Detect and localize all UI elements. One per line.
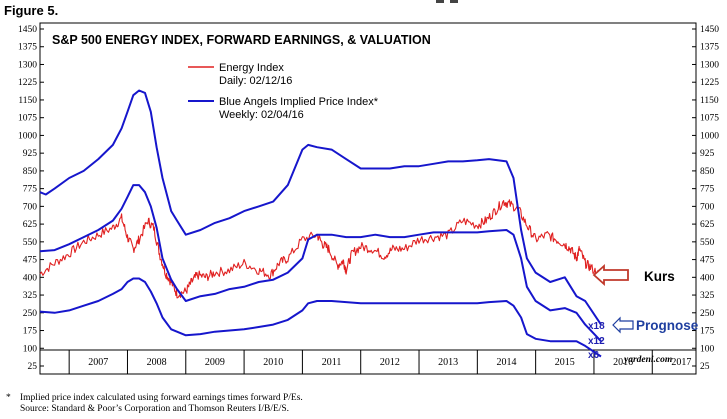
y-tick-label-right: 925	[700, 149, 715, 159]
y-tick-label-left: 1225	[18, 78, 37, 88]
y-tick-label-left: 1150	[18, 96, 37, 106]
y-tick-label-left: 925	[23, 149, 38, 159]
y-tick-label-left: 775	[23, 185, 38, 195]
y-tick-label-left: 250	[23, 309, 38, 319]
y-tick-label-left: 400	[23, 273, 38, 283]
y-tick-label-left: 1300	[18, 60, 37, 70]
figure-label: Figure 5.	[4, 3, 58, 18]
x-tick-label: 2011	[322, 357, 342, 368]
y-tick-label-left: 1075	[18, 114, 37, 124]
multiplier-label-x12: x12	[588, 336, 605, 347]
y-tick-label-right: 25	[700, 362, 710, 372]
y-tick-label-left: 100	[23, 344, 38, 354]
y-tick-label-left: 1375	[18, 43, 37, 53]
y-tick-label-right: 1150	[700, 96, 719, 106]
y-tick-label-right: 1000	[700, 131, 719, 141]
y-tick-label-right: 1225	[700, 78, 719, 88]
y-tick-label-left: 475	[23, 256, 38, 266]
y-tick-label-right: 475	[700, 256, 715, 266]
kurs-annotation: Kurs	[644, 269, 675, 284]
prognose-annotation: Prognose	[636, 318, 699, 333]
y-tick-label-left: 1000	[18, 131, 37, 141]
y-tick-label-right: 1075	[700, 114, 719, 124]
footnote-line-1: Implied price index calculated using for…	[20, 392, 303, 403]
x-tick-label: 2017	[671, 357, 691, 368]
legend: Energy Index Daily: 02/12/16 Blue Angels…	[188, 62, 379, 121]
x-axis: 2007 2008 2009 2010 2011 2012 2013 2014 2015 2016…	[68, 350, 691, 374]
x-tick-label: 2009	[205, 357, 225, 368]
multiplier-label-x18: x18	[588, 321, 605, 332]
x-tick-label: 2014	[496, 357, 516, 368]
y-tick-label-left: 550	[23, 238, 38, 248]
y-tick-label-right: 1450	[700, 25, 719, 35]
y-tick-label-right: 250	[700, 309, 715, 319]
y-tick-label-left: 625	[23, 220, 38, 230]
cropped-heading-fragment	[436, 0, 458, 3]
y-tick-label-left: 175	[23, 327, 38, 337]
x-tick-label: 2016	[613, 357, 633, 368]
multiplier-label-x6: x6	[588, 350, 600, 361]
chart-title: S&P 500 ENERGY INDEX, FORWARD EARNINGS, …	[52, 33, 431, 47]
plot-frame	[39, 22, 697, 375]
footnote-line-2: Source: Standard & Poor’s Corporation an…	[20, 404, 289, 414]
x-tick-label: 2008	[147, 357, 167, 368]
kurs-arrow-icon	[592, 263, 629, 287]
source-watermark: yardeni.com	[623, 355, 672, 365]
y-tick-label-right: 550	[700, 238, 715, 248]
y-tick-label-right: 1300	[700, 60, 719, 70]
y-axis-right: 1450 1375 1300 1225 1150 1075 1000 925 850 775 700…	[692, 25, 719, 372]
legend-label-energy: Energy Index	[219, 62, 284, 74]
y-axis-left: 1450 1375 1300 1225 1150 1075 1000 925 850 775 700…	[18, 25, 44, 372]
footnote-marker: *	[6, 393, 11, 403]
y-tick-label-right: 775	[700, 185, 715, 195]
series-line-ba-x6	[39, 277, 602, 358]
y-tick-label-left: 325	[23, 291, 38, 301]
y-tick-label-right: 850	[700, 167, 715, 177]
x-tick-label: 2015	[555, 357, 575, 368]
prognose-arrow-icon	[612, 316, 634, 334]
y-tick-label-left: 850	[23, 167, 38, 177]
legend-label-blue-angels: Blue Angels Implied Price Index*	[219, 96, 379, 108]
x-tick-label: 2007	[88, 357, 108, 368]
y-tick-label-left: 1450	[18, 25, 37, 35]
y-tick-label-right: 100	[700, 344, 715, 354]
legend-sublabel-energy: Daily: 02/12/16	[219, 75, 292, 87]
y-tick-label-right: 400	[700, 273, 715, 283]
x-tick-label: 2010	[263, 357, 283, 368]
y-tick-label-right: 625	[700, 220, 715, 230]
y-tick-label-right: 175	[700, 327, 715, 337]
series-line-ba-x12	[39, 184, 602, 342]
series-line-ba-x18	[39, 89, 602, 326]
series-layer	[39, 89, 602, 358]
y-tick-label-right: 1375	[700, 43, 719, 53]
series-line-energy-index	[39, 199, 602, 299]
y-tick-label-left: 700	[23, 202, 38, 212]
y-tick-label-right: 700	[700, 202, 715, 212]
legend-sublabel-blue-angels: Weekly: 02/04/16	[219, 109, 304, 121]
x-tick-label: 2013	[438, 357, 458, 368]
y-tick-label-right: 325	[700, 291, 715, 301]
y-tick-label-left: 25	[28, 362, 38, 372]
x-tick-label: 2012	[380, 357, 400, 368]
